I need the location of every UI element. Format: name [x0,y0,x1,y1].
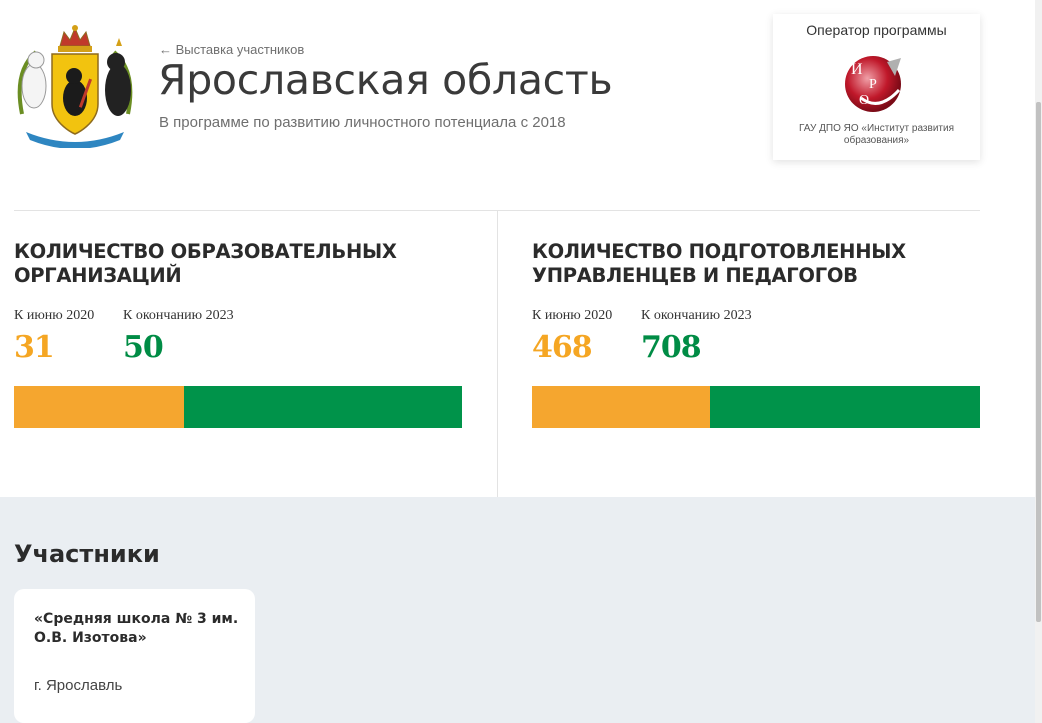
participants-section: Участники «Средняя школа № 3 им. О.В. Из… [0,497,1035,723]
progress-bar [532,386,980,428]
operator-label: Оператор программы [806,22,947,38]
svg-text:Р: Р [869,77,877,92]
stat-values: К июню 2020 468 К окончанию 2023 708 [532,308,980,378]
stats-divider [14,210,980,211]
svg-text:О: О [859,93,869,108]
stat-now: К июню 2020 468 [532,308,612,365]
stat-target: К окончанию 2023 50 [123,308,234,365]
stat-block-organizations: Количество образовательных организаций К… [14,240,462,428]
progress-bar [14,386,462,428]
stat-title: Количество образовательных организаций [14,240,397,287]
progress-bar-current [14,386,185,428]
operator-name: ГАУ ДПО ЯО «Институт развития образовани… [799,123,954,146]
stat-value-target: 708 [641,330,702,365]
participant-card[interactable]: «Средняя школа № 3 им. О.В. Изотова» г. … [14,589,255,723]
stat-block-teachers: Количество подготовленных управленцев и … [532,240,980,428]
stat-title: Количество подготовленных управленцев и … [532,240,906,287]
svg-text:И: И [851,61,863,78]
progress-bar-remaining [184,386,462,428]
scrollbar-thumb[interactable] [1036,102,1041,622]
stat-target: К окончанию 2023 708 [641,308,752,365]
page-subtitle: В программе по развитию личностного поте… [159,114,566,131]
stat-label-now: К июню 2020 [14,308,95,323]
page-title: Ярославская область [158,56,613,104]
stat-label-now: К июню 2020 [532,308,613,323]
stat-value-now: 31 [14,330,55,365]
stat-now: К июню 2020 31 [14,308,94,365]
vertical-scrollbar[interactable] [1035,0,1042,723]
stat-label-target: К окончанию 2023 [123,308,234,323]
coat-of-arms-icon [17,25,133,148]
stat-label-target: К окончанию 2023 [641,308,752,323]
participant-name: «Средняя школа № 3 им. О.В. Изотова» [34,611,239,646]
participants-title: Участники [14,540,160,568]
stat-value-target: 50 [123,330,164,365]
back-to-participants-link[interactable]: ← Выставка участников [159,42,305,57]
progress-bar-current [532,386,710,428]
operator-card[interactable]: Оператор программы И Р О ГАУ ДПО ЯО «Инс… [773,14,980,160]
stat-values: К июню 2020 31 К окончанию 2023 50 [14,308,462,378]
participant-city: г. Ярославль [34,677,123,694]
iro-logo-icon: И Р О [845,56,901,112]
stat-value-now: 468 [532,330,593,365]
stats-column-divider [497,211,498,497]
progress-bar-remaining [709,386,980,428]
